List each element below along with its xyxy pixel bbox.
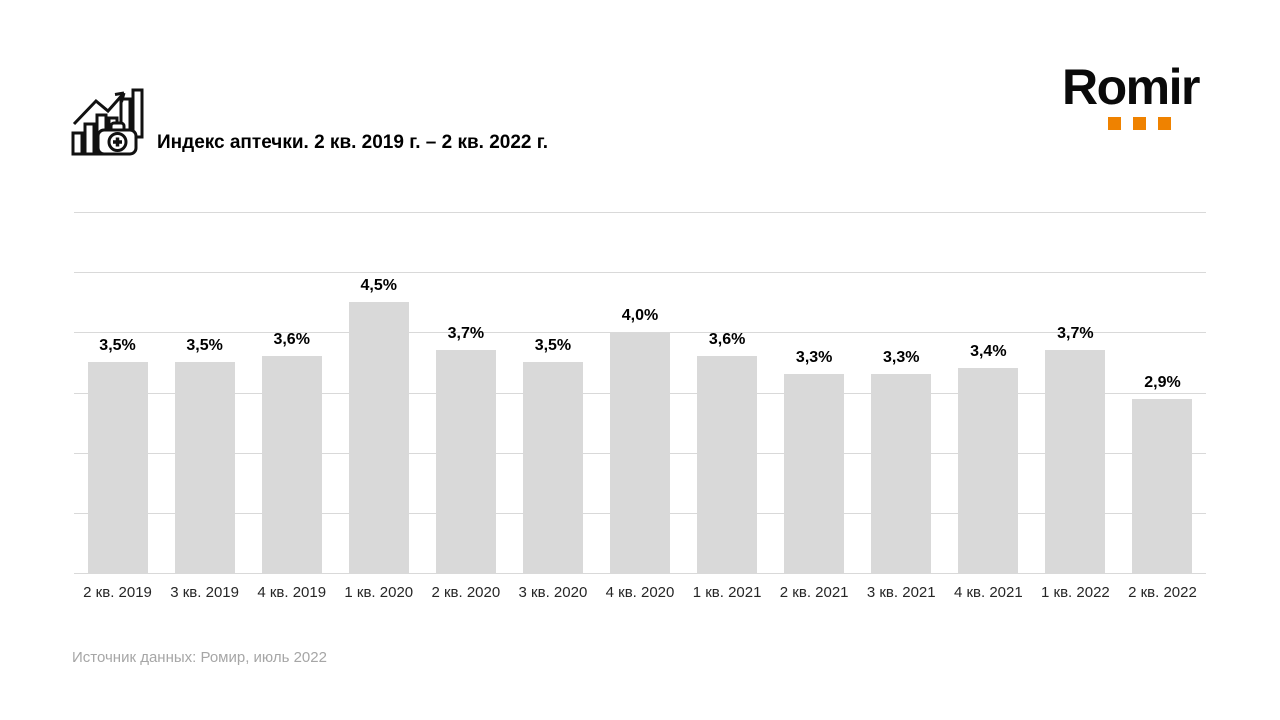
gridline	[74, 272, 1206, 274]
orange-dot	[1133, 117, 1146, 130]
bar: 2,9%	[1132, 374, 1193, 573]
bar-slot: 3,7%	[1032, 212, 1119, 573]
bar: 4,0%	[610, 307, 670, 573]
bar-value-label: 3,6%	[708, 331, 746, 349]
bar-value-label: 3,4%	[970, 343, 1007, 361]
bar-slot: 4,5%	[335, 212, 422, 573]
bar: 3,5%	[174, 337, 235, 573]
bar: 4,5%	[348, 277, 409, 573]
romir-logo: Romir	[1062, 59, 1200, 130]
bar-value-label: 3,5%	[99, 337, 136, 355]
bar: 3,3%	[784, 349, 845, 573]
bar-slot: 3,4%	[945, 212, 1032, 573]
bar: 3,7%	[1045, 325, 1106, 573]
bar-slot: 3,6%	[248, 212, 335, 573]
bar-value-label: 3,7%	[1057, 325, 1094, 343]
bar-slot: 3,6%	[684, 212, 771, 573]
chart-medkit-icon	[66, 84, 146, 156]
bar-slot: 3,3%	[858, 212, 945, 573]
category-label: 1 кв. 2020	[344, 584, 414, 601]
bar-value-label: 3,5%	[534, 337, 572, 355]
bar-value-label: 4,5%	[360, 277, 397, 295]
category-label: 1 кв. 2022	[1041, 584, 1110, 601]
bar-value-label: 3,3%	[795, 349, 833, 367]
bar-value-label: 3,6%	[273, 331, 310, 349]
bar-slot: 3,7%	[422, 212, 509, 573]
bar-value-label: 3,3%	[883, 349, 920, 367]
category-label: 3 кв. 2021	[866, 584, 936, 601]
category-label: 2 кв. 2019	[83, 584, 152, 601]
bar: 3,3%	[871, 349, 932, 573]
category-label: 3 кв. 2020	[518, 584, 588, 601]
category-axis: 2 кв. 2019 3 кв. 2019 4 кв. 2019 1 кв. 2020…	[74, 584, 1206, 601]
bar-slot: 3,3%	[771, 212, 858, 573]
bar: 3,4%	[958, 343, 1019, 573]
bar-slot: 2,9%	[1119, 212, 1206, 573]
gridline	[74, 573, 1206, 574]
bar: 3,5%	[522, 337, 583, 573]
category-label: 4 кв. 2020	[605, 584, 675, 601]
romir-logo-text: Romir	[1062, 59, 1200, 115]
bar-value-label: 3,5%	[186, 337, 223, 355]
page-title: Индекс аптечки. 2 кв. 2019 г. – 2 кв. 20…	[157, 132, 549, 153]
category-label: 4 кв. 2021	[953, 584, 1023, 601]
gridline	[74, 212, 1206, 213]
bar: 3,5%	[87, 337, 148, 573]
category-label: 2 кв. 2020	[431, 584, 501, 601]
bar: 3,6%	[697, 331, 758, 573]
bar: 3,6%	[261, 331, 322, 573]
plot-area: 3,5% 3,5% 3,6% 4,5% 3,7% 3,5% 4,0% 3,6% 3,3% 3,3%…	[74, 212, 1206, 574]
orange-dot	[1158, 117, 1171, 130]
orange-dot	[1108, 117, 1121, 130]
bar-value-label: 2,9%	[1144, 373, 1181, 391]
bar-slot: 3,5%	[161, 212, 248, 573]
bar-value-label: 3,7%	[447, 325, 485, 343]
bar-value-label: 4,0%	[621, 307, 659, 325]
category-label: 4 кв. 2019	[257, 584, 327, 601]
category-label: 2 кв. 2022	[1128, 584, 1197, 601]
bar: 3,7%	[435, 325, 496, 573]
category-label: 3 кв. 2019	[170, 584, 239, 601]
category-label: 2 кв. 2021	[779, 584, 849, 601]
category-label: 1 кв. 2021	[692, 584, 762, 601]
romir-logo-dots	[1108, 117, 1199, 130]
bar-slot: 3,5%	[509, 212, 596, 573]
bars-row: 3,5% 3,5% 3,6% 4,5% 3,7% 3,5% 4,0% 3,6% 3,3% 3,3%…	[74, 212, 1206, 573]
data-source-note: Источник данных: Ромир, июль 2022	[72, 649, 327, 666]
bar-slot: 3,5%	[74, 212, 161, 573]
bar-slot: 4,0%	[596, 212, 683, 573]
